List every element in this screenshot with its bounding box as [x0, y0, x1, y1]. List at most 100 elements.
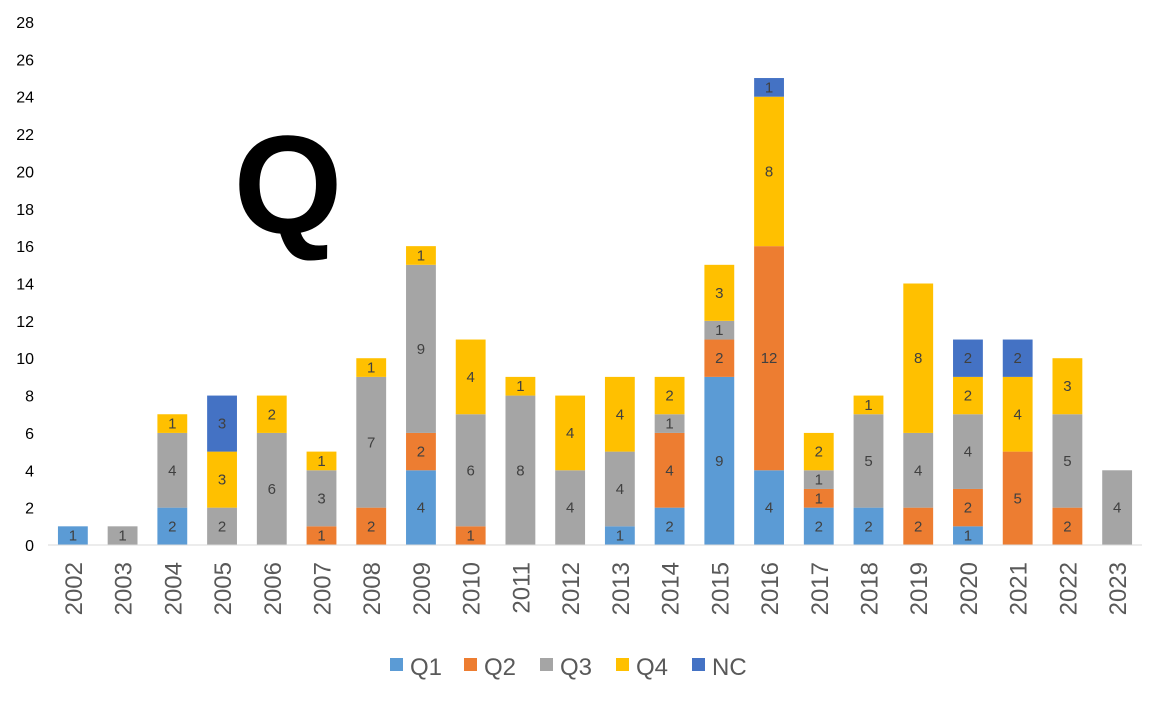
legend-label-q4: Q4 — [636, 654, 668, 681]
data-label: 4 — [616, 406, 624, 423]
bar-segment-q3-2006 — [256, 432, 287, 545]
bar-segment-q2-2020 — [953, 488, 983, 527]
bar-segment-q3-2005 — [207, 507, 237, 545]
bar-segment-q4-2018 — [853, 395, 884, 415]
bar-segment-q3-2007 — [306, 470, 337, 527]
bar-segment-q4-2021 — [1002, 376, 1033, 452]
bar-segment-q4-2017 — [803, 432, 834, 471]
data-label: 2 — [168, 518, 176, 535]
data-label: 3 — [317, 490, 325, 507]
y-tick-label: 10 — [16, 351, 34, 368]
data-label: 8 — [765, 163, 773, 180]
data-label: 1 — [417, 247, 425, 264]
data-label: 3 — [1063, 378, 1071, 395]
x-tick-label: 2005 — [210, 562, 237, 615]
x-tick-label: 2004 — [160, 562, 187, 615]
data-label: 2 — [218, 518, 226, 535]
x-tick-label: 2018 — [857, 562, 884, 615]
x-tick-label: 2023 — [1105, 562, 1132, 615]
data-label: 2 — [367, 518, 375, 535]
data-label: 12 — [761, 350, 778, 367]
data-label: 9 — [417, 341, 425, 358]
x-tick-label: 2014 — [658, 562, 685, 615]
data-label: 4 — [765, 500, 773, 517]
bar-segment-q4-2012 — [555, 395, 586, 471]
y-tick-label: 28 — [16, 15, 34, 32]
data-label: 2 — [815, 444, 823, 461]
legend-swatch-q1 — [390, 658, 403, 671]
x-tick-label: 2009 — [409, 562, 436, 615]
bar-segment-q3-2009 — [406, 264, 436, 433]
data-label: 2 — [864, 518, 872, 535]
y-tick-label: 18 — [16, 202, 34, 219]
bar-segment-q3-2017 — [803, 470, 834, 489]
x-tick-label: 2007 — [310, 562, 337, 615]
data-label: 2 — [964, 388, 972, 405]
data-label: 8 — [914, 350, 922, 367]
bar-segment-q3-2022 — [1052, 414, 1083, 508]
bar-segment-q3-2003 — [107, 526, 138, 545]
bar-segment-q3-2020 — [953, 414, 983, 489]
data-label: 4 — [616, 481, 624, 498]
y-tick-label: 0 — [25, 538, 34, 555]
y-tick-label: 2 — [25, 501, 34, 518]
data-label: 8 — [516, 462, 524, 479]
legend-swatch-q4 — [616, 658, 629, 671]
y-tick-label: 4 — [25, 463, 34, 480]
legend-label-nc: NC — [712, 654, 747, 681]
bar-segment-q3-2019 — [903, 432, 934, 508]
data-label: 1 — [815, 490, 823, 507]
y-tick-label: 8 — [25, 389, 34, 406]
bar-segment-q3-2004 — [157, 432, 188, 508]
bar-segment-q2-2014 — [654, 432, 685, 508]
legend: Q1 Q2 Q3 Q4 NC — [390, 654, 747, 681]
x-tick-label: 2012 — [558, 562, 585, 615]
data-label: 6 — [467, 462, 475, 479]
bar-segment-q1-2002 — [57, 526, 88, 545]
bar-segment-q1-2013 — [604, 526, 635, 545]
data-label: 2 — [417, 444, 425, 461]
bar-segment-q2-2015 — [704, 339, 735, 377]
x-tick-label: 2013 — [608, 562, 635, 615]
data-label: 3 — [218, 416, 226, 433]
x-tick-label: 2017 — [807, 562, 834, 615]
x-tick-label: 2019 — [906, 562, 933, 615]
data-label: 3 — [715, 285, 723, 302]
data-label: 4 — [566, 500, 574, 517]
y-tick-label: 26 — [16, 52, 34, 69]
data-label: 1 — [964, 528, 972, 545]
data-label: 1 — [317, 453, 325, 470]
bar-segment-q1-2015 — [704, 376, 735, 545]
bars — [57, 78, 1133, 545]
bar-segment-q1-2020 — [953, 526, 983, 545]
data-label: 1 — [168, 416, 176, 433]
bar-segment-q3-2013 — [604, 451, 635, 527]
data-label: 4 — [467, 369, 475, 386]
data-labels: 1 124123362131271429116481441442412921341… — [69, 79, 1122, 544]
bar-segment-q3-2011 — [505, 395, 536, 545]
chart-annotation: Q — [234, 106, 343, 263]
y-tick-label: 6 — [25, 426, 34, 443]
data-label: 2 — [665, 518, 673, 535]
data-label: 1 — [715, 322, 723, 339]
bar-segment-q3-2008 — [356, 376, 387, 508]
data-label: 4 — [1113, 500, 1121, 517]
data-label: 4 — [417, 500, 425, 517]
bar-segment-q2-2016 — [754, 246, 784, 471]
legend-label-q2: Q2 — [484, 654, 516, 681]
data-label: 4 — [964, 444, 972, 461]
x-tick-label: 2015 — [707, 562, 734, 615]
data-label: 2 — [815, 518, 823, 535]
bar-segment-nc-2020 — [953, 339, 983, 377]
bar-segment-nc-2021 — [1002, 339, 1033, 377]
bar-segment-q4-2004 — [157, 414, 188, 433]
bar-segment-q2-2017 — [803, 488, 834, 508]
bar-segment-q4-2016 — [754, 96, 784, 247]
legend-swatch-q2 — [464, 658, 477, 671]
y-tick-label: 20 — [16, 164, 34, 181]
bar-segment-q2-2021 — [1002, 451, 1033, 545]
bar-segment-q4-2015 — [704, 264, 735, 321]
y-tick-label: 16 — [16, 239, 34, 256]
data-label: 4 — [168, 462, 176, 479]
